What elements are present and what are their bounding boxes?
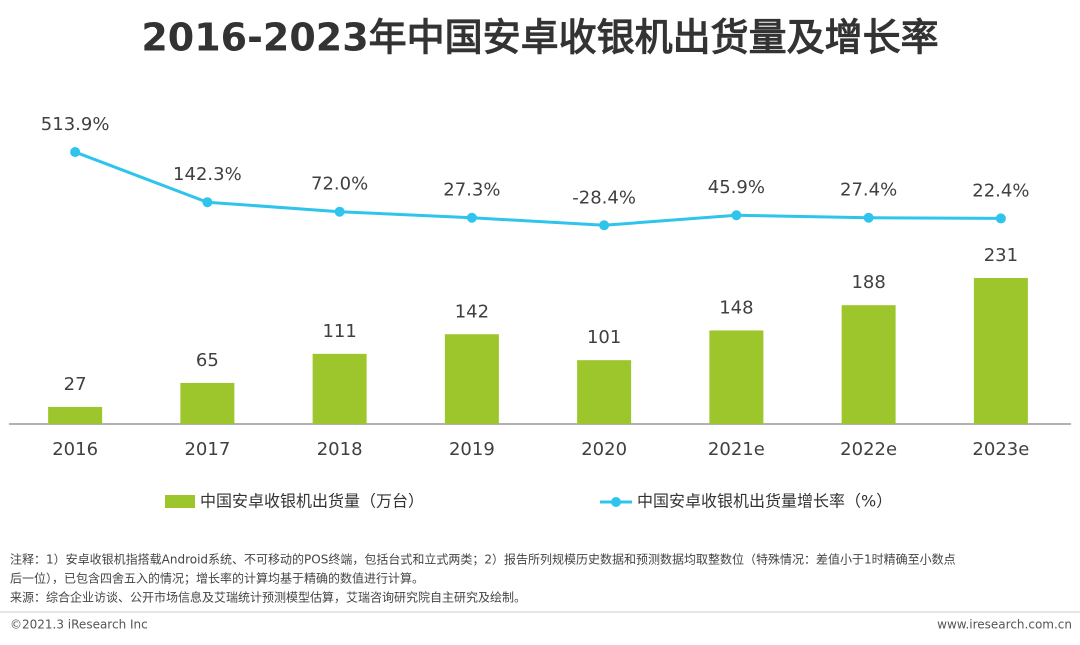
- point: [863, 212, 874, 223]
- bar: [444, 334, 499, 424]
- bar: [312, 353, 367, 424]
- point: [599, 220, 610, 231]
- note: 后一位），已包含四舍五入的情况；增长率的计算均基于精确的数值进行计算。: [10, 571, 424, 586]
- x-tick-label: 2020: [581, 439, 627, 460]
- legend-label: 中国安卓收银机出货量（万台）: [200, 492, 424, 511]
- data-label: 65: [196, 350, 219, 371]
- legend-swatch-dot: [611, 497, 621, 507]
- line: [74, 150, 1001, 227]
- data-label: 142: [455, 301, 489, 322]
- point: [466, 212, 477, 223]
- data-label: -28.4%: [572, 187, 636, 208]
- x-tick-label: 2022e: [840, 439, 897, 460]
- footer-left: ©2021.3 iResearch Inc: [10, 618, 148, 632]
- data-label: 27.4%: [840, 180, 897, 201]
- data-label: 231: [984, 245, 1018, 266]
- data-label: 101: [587, 327, 621, 348]
- bar: [48, 406, 103, 424]
- data-label: 513.9%: [41, 114, 110, 135]
- data-label: 22.4%: [972, 180, 1029, 201]
- data-label: 111: [322, 321, 356, 342]
- data-label: 142.3%: [173, 164, 242, 185]
- legend-label: 中国安卓收银机出货量增长率（%）: [637, 492, 892, 511]
- data-label: 27.3%: [443, 180, 500, 201]
- point: [995, 213, 1006, 224]
- legend-swatch-bar: [165, 495, 195, 508]
- x-tick-label: 2018: [317, 439, 363, 460]
- x-tick-label: 2017: [184, 439, 230, 460]
- point: [334, 206, 345, 217]
- data-label: 188: [851, 272, 885, 293]
- data-label: 45.9%: [708, 177, 765, 198]
- x-tick-label: 2016: [52, 439, 98, 460]
- bar: [841, 305, 896, 424]
- x-tick-label: 2021e: [708, 439, 765, 460]
- bar: [709, 330, 764, 424]
- bar: [973, 278, 1028, 424]
- data-label: 148: [719, 297, 753, 318]
- footer-right: www.iresearch.com.cn: [937, 618, 1072, 632]
- data-label: 27: [64, 374, 87, 395]
- bar: [577, 360, 632, 424]
- source: 来源：综合企业访谈、公开市场信息及艾瑞统计预测模型估算，艾瑞咨询研究院自主研究及…: [10, 590, 526, 605]
- point: [70, 147, 81, 158]
- x-tick-label: 2023e: [972, 439, 1029, 460]
- point: [731, 210, 742, 221]
- note: 注释：1）安卓收银机指搭载Android系统、不可移动的POS终端，包括台式和立…: [10, 552, 956, 567]
- bar: [180, 382, 235, 424]
- point: [202, 197, 213, 208]
- x-tick-label: 2019: [449, 439, 495, 460]
- data-label: 72.0%: [311, 174, 368, 195]
- chart-title: 2016-2023年中国安卓收银机出货量及增长率: [141, 16, 938, 60]
